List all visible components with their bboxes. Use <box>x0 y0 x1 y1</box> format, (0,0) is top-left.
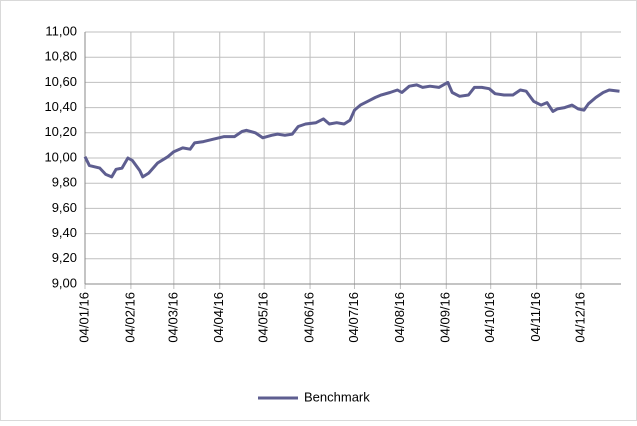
y-tick-label: 10,20 <box>44 124 77 139</box>
y-tick-label: 11,00 <box>45 23 77 38</box>
x-tick-label: 04/04/16 <box>211 292 226 343</box>
x-tick-label: 04/11/16 <box>528 292 543 342</box>
y-tick-label: 10,00 <box>44 149 77 164</box>
y-tick-label: 10,60 <box>44 74 77 89</box>
x-tick-label: 04/05/16 <box>256 292 271 343</box>
y-tick-label: 10,40 <box>44 99 77 114</box>
y-tick-label: 9,20 <box>52 250 77 265</box>
series-line <box>83 80 620 179</box>
x-tick-label: 04/08/16 <box>392 292 407 343</box>
x-tick-label: 04/02/16 <box>122 292 137 343</box>
x-tick-label: 04/10/16 <box>482 292 497 343</box>
y-tick-label: 9,80 <box>52 175 77 190</box>
x-tick-label: 04/01/16 <box>76 292 91 343</box>
y-tick-label: 9,00 <box>52 275 77 290</box>
y-tick-label: 9,60 <box>52 200 77 215</box>
x-tick-label: 04/06/16 <box>301 292 316 343</box>
y-tick-label: 9,40 <box>52 225 77 240</box>
y-tick-label: 10,80 <box>44 49 77 64</box>
x-tick-label: 04/12/16 <box>572 292 587 343</box>
x-tick-label: 04/09/16 <box>438 292 453 343</box>
legend-label: Benchmark <box>304 389 370 404</box>
x-tick-label: 04/03/16 <box>165 292 180 343</box>
x-tick-label: 04/07/16 <box>346 292 361 343</box>
